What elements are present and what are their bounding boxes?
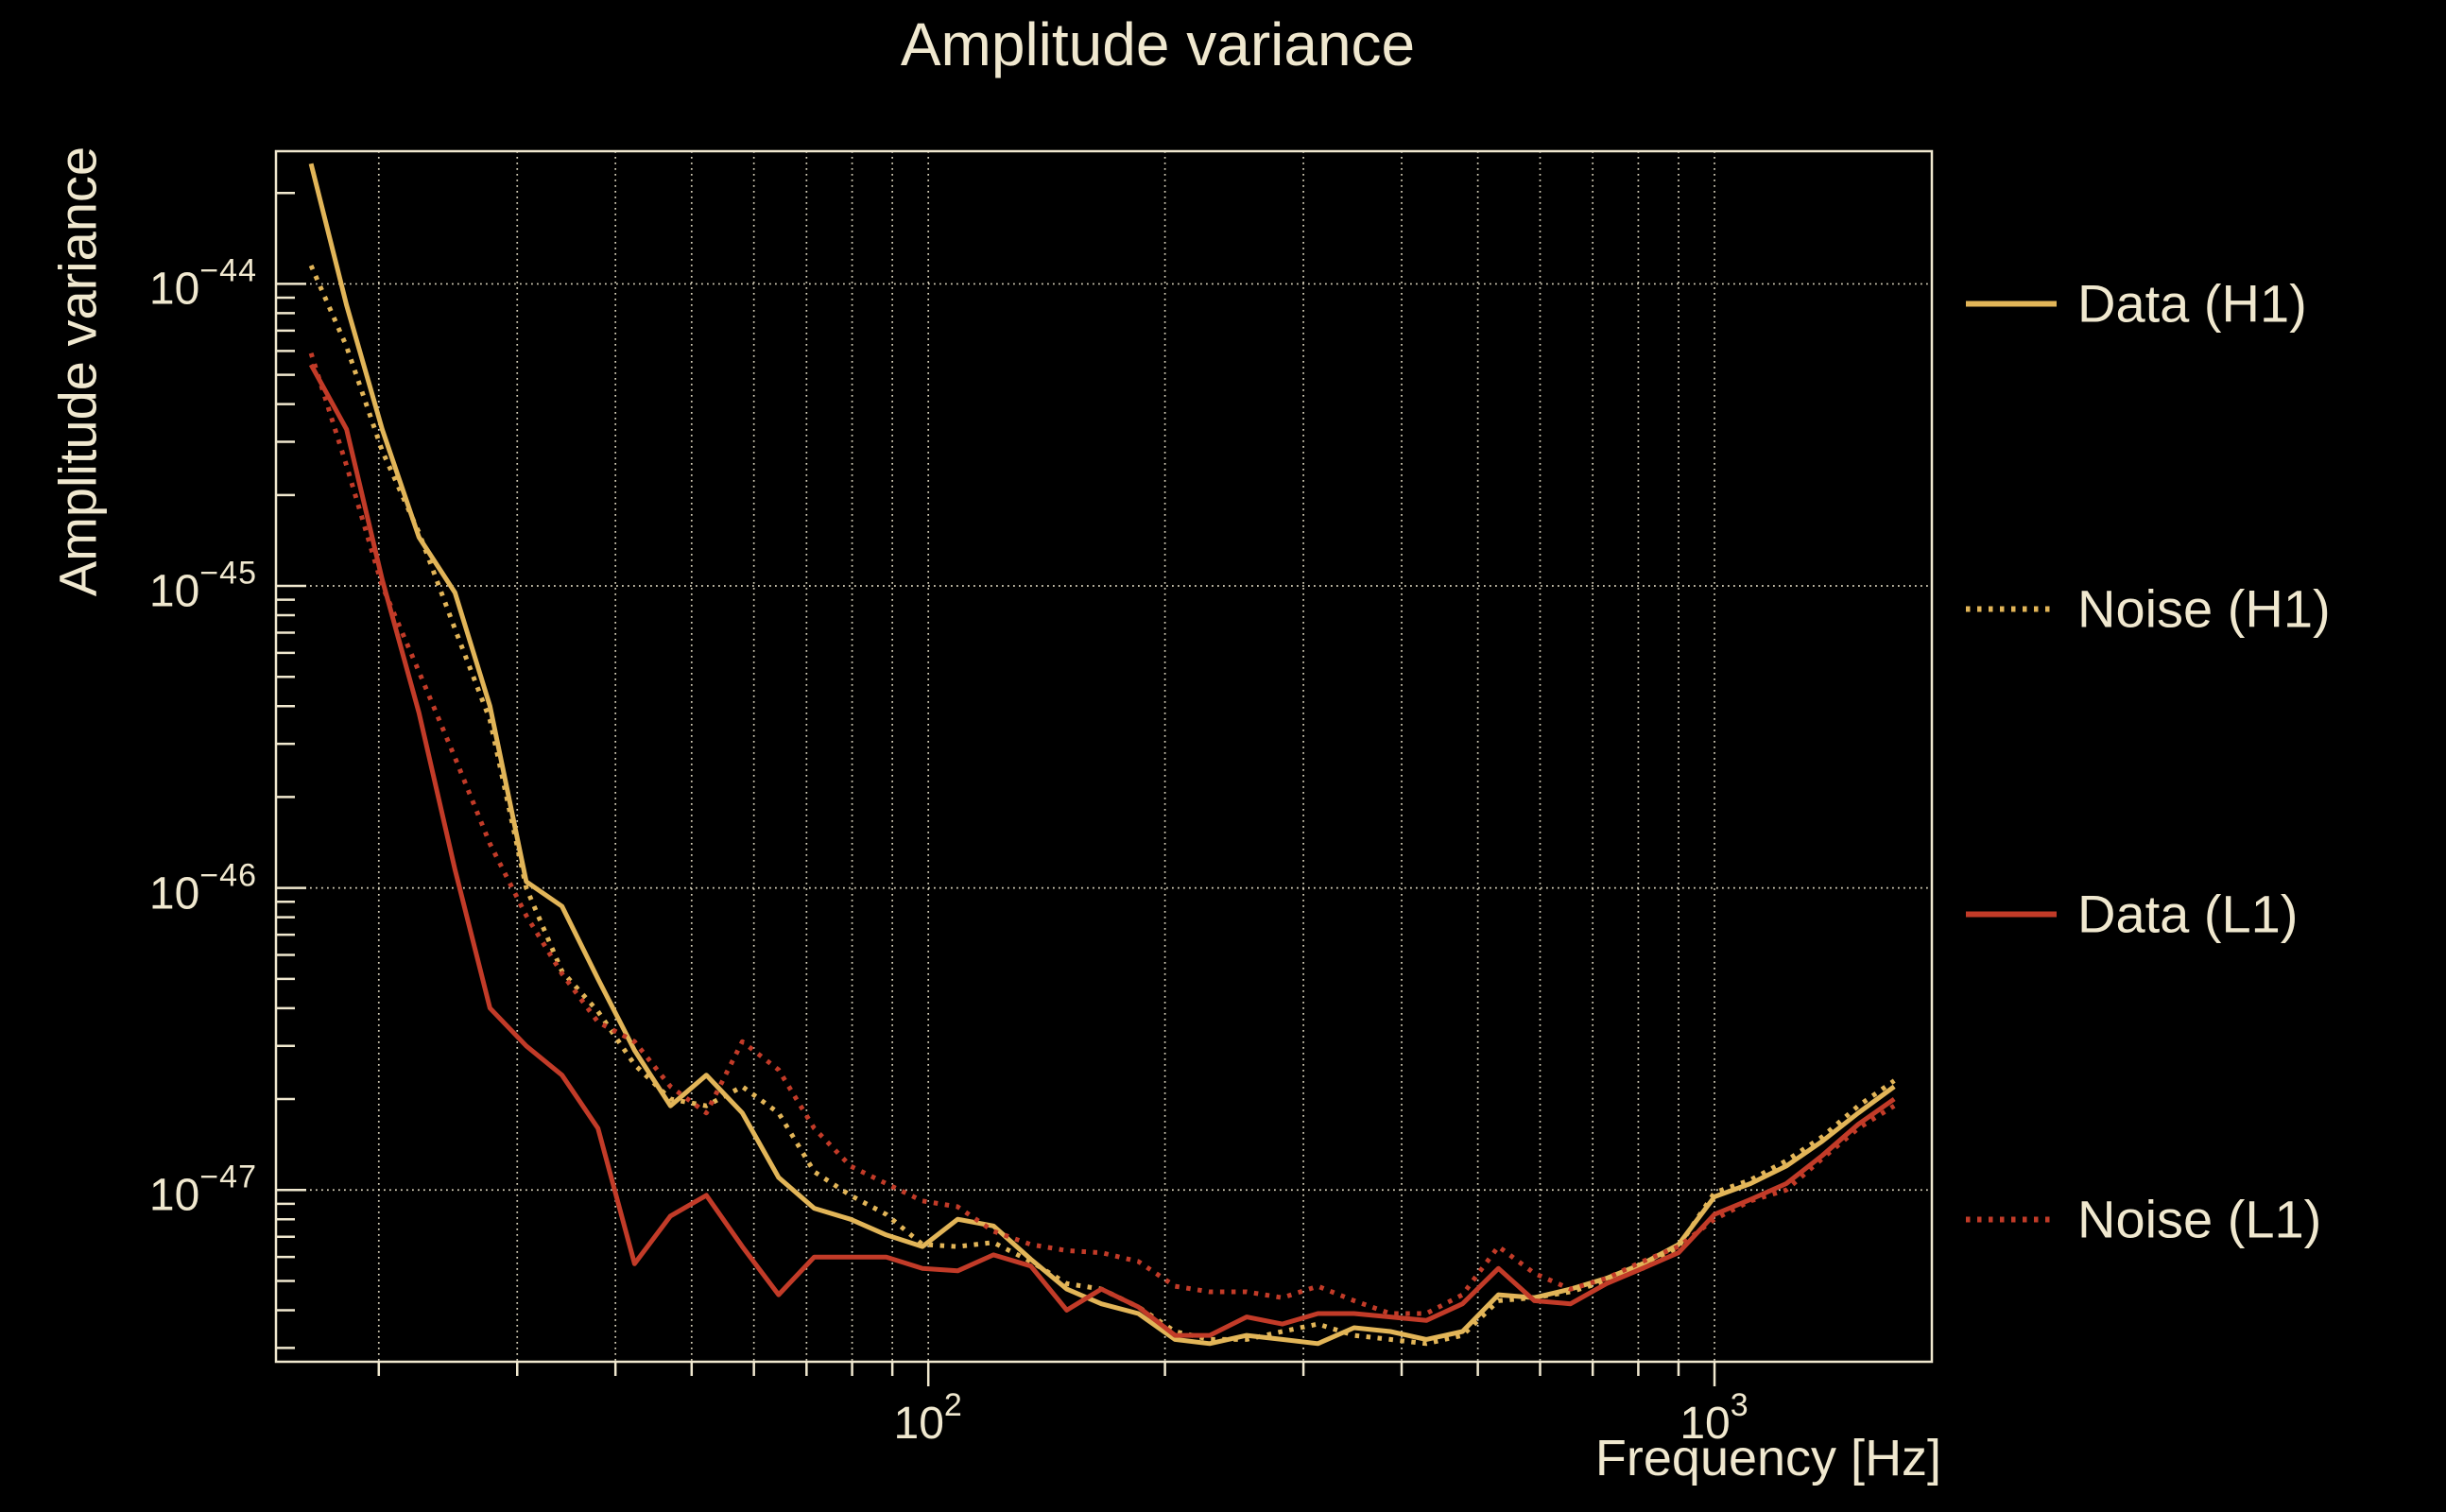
x-tick-label-1e2: 102 — [893, 1387, 963, 1449]
legend-swatch-noise-l1 — [1966, 1216, 2057, 1222]
x-axis-label: Frequency [Hz] — [1594, 1430, 1942, 1486]
legend-label-noise-l1: Noise (L1) — [2077, 1189, 2322, 1249]
y-axis-label: Amplitude variance — [47, 146, 108, 597]
legend-swatch-data-h1 — [1966, 301, 2057, 306]
chart-title: Amplitude variance — [900, 10, 1416, 78]
plot-frame — [274, 149, 1934, 1364]
x-tick-label-1e3: 103 — [1679, 1387, 1749, 1449]
y-tick-label-1e-46: 10−46 — [148, 857, 257, 919]
series-line-noise-h1 — [308, 264, 1896, 1347]
legend-label-data-l1: Data (L1) — [2077, 884, 2299, 944]
legend-item-noise-l1: Noise (L1) — [1964, 1189, 2321, 1250]
series-line-data-l1 — [308, 363, 1896, 1338]
y-tick-label-1e-45: 10−45 — [148, 555, 257, 617]
legend-swatch-noise-h1 — [1966, 606, 2057, 611]
legend-label-data-h1: Data (H1) — [2077, 273, 2307, 334]
legend-item-noise-h1: Noise (H1) — [1964, 578, 2331, 640]
axis-ticks — [276, 191, 1716, 1386]
legend-item-data-h1: Data (H1) — [1964, 273, 2307, 335]
legend-item-data-l1: Data (L1) — [1964, 884, 2298, 945]
legend-swatch-data-l1 — [1966, 911, 2057, 917]
legend-label-noise-h1: Noise (H1) — [2077, 578, 2331, 639]
y-tick-label-1e-44: 10−44 — [148, 252, 257, 315]
series-line-noise-l1 — [308, 352, 1896, 1316]
series-line-data-h1 — [308, 163, 1896, 1347]
y-tick-label-1e-47: 10−47 — [148, 1159, 257, 1221]
gridlines — [276, 151, 1932, 1362]
